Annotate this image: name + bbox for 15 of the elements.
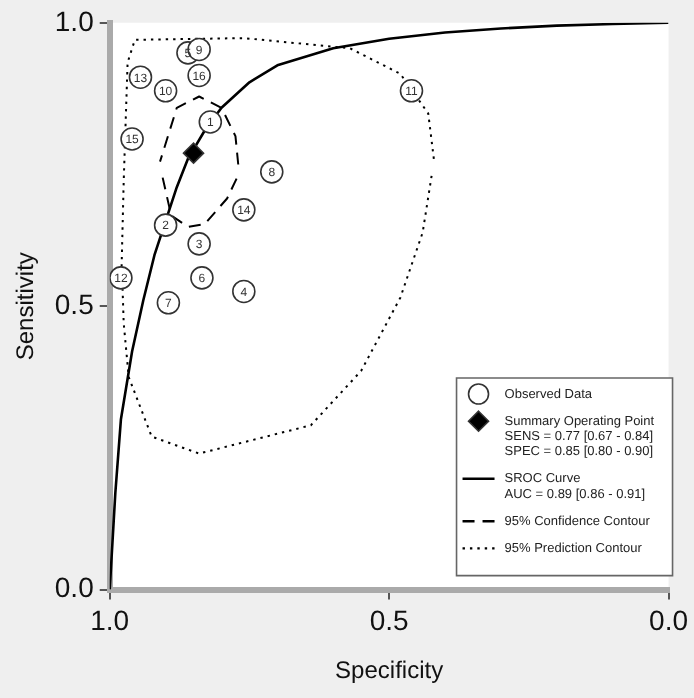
x-tick-label: 0.5 xyxy=(369,604,410,637)
line-series xyxy=(159,95,240,166)
y-tick-label: 0.0 xyxy=(54,571,95,604)
point xyxy=(190,266,214,290)
point xyxy=(259,160,284,184)
y-axis-title: Sensitivity xyxy=(11,252,40,361)
point xyxy=(156,291,181,315)
point xyxy=(182,142,205,164)
x-tick-label: 1.0 xyxy=(90,604,130,637)
point xyxy=(153,213,178,237)
x-axis-title: Specificity xyxy=(335,656,444,685)
point xyxy=(198,110,223,134)
x-tick-label: 0.0 xyxy=(649,604,689,637)
y-tick-label: 0.5 xyxy=(54,287,95,320)
y-tick-label: 1.0 xyxy=(54,4,95,37)
